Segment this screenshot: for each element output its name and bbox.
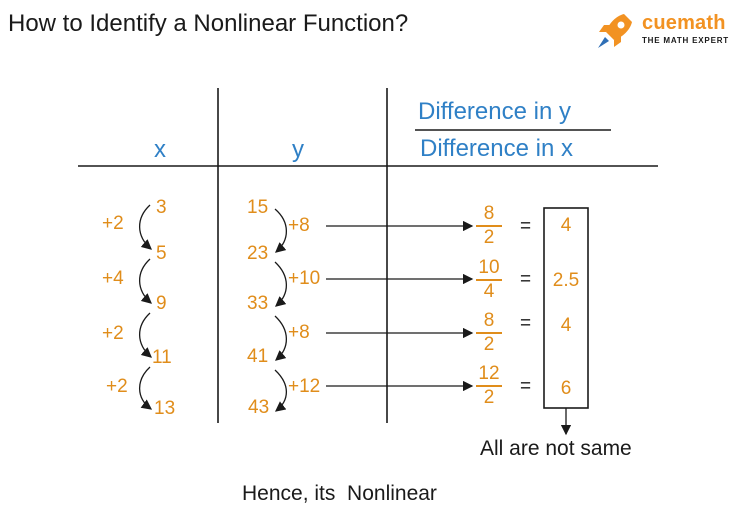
y-value: 41 — [247, 346, 269, 367]
y-step: +8 — [288, 322, 310, 343]
y-step-arrow — [274, 261, 288, 307]
ratio-value: 2.5 — [552, 270, 580, 291]
y-value: 43 — [248, 397, 270, 418]
equals-sign: = — [520, 376, 532, 397]
x-step-arrow — [138, 312, 152, 358]
x-value: 5 — [156, 243, 167, 264]
difference-fraction: 12 2 — [474, 364, 504, 408]
fraction-denominator: 2 — [483, 387, 495, 408]
y-step: +12 — [288, 376, 321, 397]
y-step-arrow — [274, 369, 288, 412]
fraction-bar — [476, 225, 502, 227]
y-step-arrow — [274, 315, 288, 361]
x-value: 11 — [152, 347, 172, 368]
column-header-x: x — [154, 136, 166, 163]
logo-wordmark: cuemath — [642, 12, 726, 34]
equals-sign: = — [520, 313, 532, 334]
fraction-numerator: 12 — [478, 363, 500, 384]
fraction-bar — [476, 279, 502, 281]
page-title: How to Identify a Nonlinear Function? — [8, 10, 409, 37]
ratio-value: 6 — [560, 378, 572, 399]
x-step: +2 — [102, 213, 124, 234]
fraction-numerator: 8 — [483, 310, 495, 331]
x-step-arrow — [138, 258, 152, 304]
y-value: 23 — [247, 243, 269, 264]
x-step: +2 — [102, 323, 124, 344]
fraction-bar — [476, 332, 502, 334]
cuemath-logo: cuemath THE MATH EXPERT — [594, 10, 734, 52]
y-value: 33 — [247, 293, 269, 314]
fraction-numerator: 10 — [478, 257, 500, 278]
ratio-header-denominator: Difference in x — [420, 135, 573, 162]
fraction-denominator: 2 — [483, 227, 495, 248]
difference-fraction: 8 2 — [474, 311, 504, 355]
equals-sign: = — [520, 269, 532, 290]
equals-sign: = — [520, 216, 532, 237]
logo-tagline: THE MATH EXPERT — [642, 36, 729, 45]
result-note: All are not same — [480, 437, 632, 460]
x-value: 3 — [156, 197, 167, 218]
x-step-arrow — [138, 366, 153, 410]
y-step-arrow — [274, 208, 288, 253]
y-value: 15 — [247, 197, 269, 218]
fraction-numerator: 8 — [483, 203, 495, 224]
ratio-value: 4 — [560, 315, 572, 336]
x-step-arrow — [138, 204, 152, 250]
conclusion-text: Hence, its Nonlinear — [242, 482, 437, 505]
x-step: +4 — [102, 268, 124, 289]
difference-fraction: 10 4 — [474, 258, 504, 302]
fraction-bar — [476, 385, 502, 387]
x-value: 13 — [154, 398, 176, 419]
difference-fraction: 8 2 — [474, 204, 504, 248]
ratio-value: 4 — [560, 215, 572, 236]
fraction-denominator: 4 — [483, 281, 495, 302]
x-value: 9 — [156, 293, 167, 314]
y-step: +8 — [288, 215, 310, 236]
y-step: +10 — [288, 268, 321, 289]
column-header-y: y — [292, 136, 304, 163]
x-step: +2 — [106, 376, 128, 397]
ratio-header-numerator: Difference in y — [418, 98, 571, 125]
fraction-denominator: 2 — [483, 334, 495, 355]
rocket-icon — [598, 14, 632, 48]
